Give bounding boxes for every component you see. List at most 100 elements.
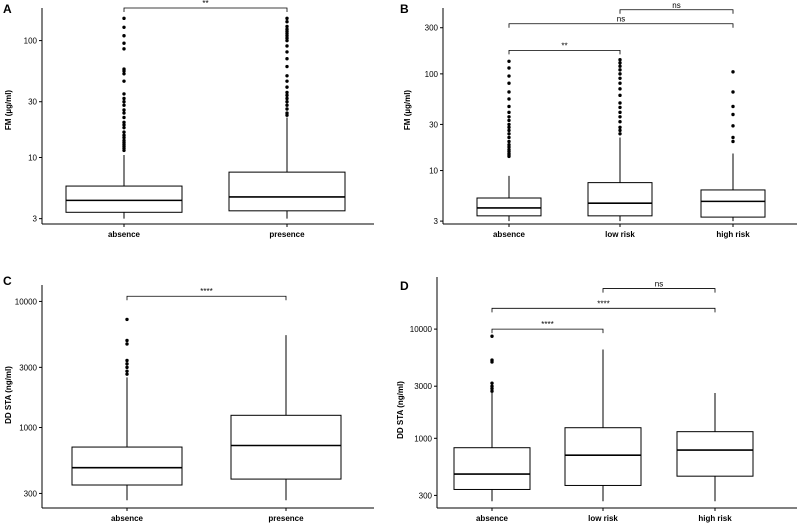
- outlier-point-b: [507, 59, 511, 63]
- outlier-point-b: [618, 93, 622, 98]
- outlier-point-a: [285, 79, 289, 83]
- significance-label-d: ns: [655, 280, 663, 289]
- outlier-point-a: [285, 57, 289, 61]
- outlier-point-b: [618, 68, 622, 72]
- outlier-point-b: [618, 72, 622, 76]
- x-category-label-d: low risk: [588, 514, 618, 523]
- outlier-point-b: [731, 139, 735, 144]
- outlier-point-c: [125, 362, 129, 366]
- significance-label-b: **: [561, 41, 567, 50]
- outlier-point-b: [507, 125, 511, 130]
- significance-label-b: ns: [617, 15, 625, 24]
- outlier-point-b: [618, 61, 622, 65]
- plot-marks-c: 300 1000 3000 10000 absence presence ****: [15, 287, 342, 523]
- outlier-point-a: [285, 20, 289, 24]
- outlier-point-b: [507, 110, 511, 115]
- outlier-point-b: [507, 135, 511, 140]
- significance-bracket-d: [491, 307, 716, 313]
- outlier-point-b: [507, 147, 511, 152]
- outlier-point-c: [125, 358, 129, 363]
- panel-letter-b: B: [400, 2, 409, 16]
- significance-bracket-c: [126, 295, 287, 301]
- panel-letter-c: C: [3, 274, 12, 288]
- outlier-point-b: [731, 112, 735, 117]
- outlier-point-a: [285, 103, 289, 107]
- panel-letter-a: A: [3, 2, 12, 16]
- outlier-point-b: [618, 64, 622, 68]
- outlier-point-b: [507, 66, 511, 70]
- outlier-point-a: [122, 125, 126, 130]
- y-tick-label-b: 300: [425, 24, 439, 33]
- outlier-point-b: [507, 115, 511, 119]
- y-tick-label-a: 3: [33, 215, 38, 224]
- outlier-point-d: [490, 386, 494, 391]
- outlier-point-a: [122, 130, 126, 134]
- x-category-label-b: absence: [493, 230, 526, 239]
- y-tick-label-c: 3000: [19, 363, 37, 372]
- iqr-box-a: [65, 185, 183, 213]
- outlier-point-a: [122, 115, 126, 120]
- x-category-label-b: low risk: [605, 230, 635, 239]
- outlier-point-d: [490, 389, 494, 393]
- y-tick-label-b: 10: [429, 167, 438, 176]
- x-category-label-a: absence: [108, 230, 141, 239]
- outlier-point-a: [122, 92, 126, 96]
- outlier-point-a: [285, 16, 289, 21]
- x-category-label-a: presence: [269, 230, 305, 239]
- y-tick-label-a: 100: [24, 37, 38, 46]
- outlier-point-a: [285, 44, 289, 48]
- outlier-point-b: [618, 125, 622, 130]
- outlier-point-a: [285, 24, 289, 29]
- outlier-point-b: [507, 132, 511, 136]
- significance-bracket-b: [619, 9, 734, 14]
- outlier-point-b: [731, 104, 735, 109]
- outlier-point-a: [122, 79, 126, 83]
- outlier-point-b: [731, 124, 735, 128]
- y-tick-label-d: 3000: [414, 382, 432, 391]
- outlier-point-d: [490, 384, 494, 388]
- outlier-point-b: [618, 115, 622, 119]
- outlier-point-c: [125, 317, 129, 322]
- outlier-point-b: [618, 58, 622, 62]
- outlier-point-b: [507, 104, 511, 109]
- outlier-point-a: [122, 108, 126, 112]
- panel-c: C DD STA (ng/ml) 300 1000 3000 10000 absence…: [3, 274, 374, 523]
- outlier-point-a: [122, 100, 126, 104]
- significance-label-d: ****: [597, 299, 609, 308]
- outlier-point-a: [285, 96, 289, 101]
- significance-label-a: **: [202, 0, 208, 8]
- outlier-point-a: [285, 38, 289, 43]
- iqr-box-c: [71, 446, 183, 486]
- x-category-label-b: high risk: [716, 230, 750, 239]
- outlier-point-a: [122, 135, 126, 140]
- outlier-point-b: [731, 70, 735, 74]
- outlier-point-b: [618, 120, 622, 124]
- x-category-label-c: presence: [268, 514, 304, 523]
- panel-d: D DD STA (ng/ml) 300 1000 3000 10000 absence…: [396, 277, 797, 523]
- outlier-point-a: [122, 47, 126, 51]
- y-axis-label-b: FM (µg/ml): [403, 90, 412, 130]
- outlier-point-b: [507, 139, 511, 144]
- y-tick-label-d: 10000: [410, 325, 433, 334]
- y-tick-label-a: 10: [28, 154, 37, 163]
- outlier-point-b: [618, 128, 622, 133]
- iqr-box-b: [700, 189, 766, 218]
- significance-bracket-d: [491, 328, 604, 334]
- outlier-point-b: [507, 90, 511, 94]
- panel-a: A FM (µg/ml) 3 10 30 100 absence presence **: [3, 0, 374, 239]
- outlier-point-a: [122, 67, 126, 71]
- y-tick-label-a: 30: [28, 98, 37, 107]
- y-axis-label-c: DD STA (ng/ml): [4, 366, 13, 424]
- outlier-point-b: [507, 128, 511, 133]
- outlier-point-b: [618, 101, 622, 105]
- outlier-point-c: [125, 372, 129, 376]
- outlier-point-a: [122, 133, 126, 137]
- outlier-point-a: [285, 50, 289, 54]
- outlier-point-b: [618, 132, 622, 136]
- y-tick-label-c: 300: [24, 489, 38, 498]
- outlier-point-b: [507, 122, 511, 127]
- outlier-point-a: [285, 100, 289, 104]
- y-tick-label-d: 300: [419, 491, 433, 500]
- outlier-point-a: [122, 34, 126, 38]
- significance-bracket-d: [602, 288, 716, 293]
